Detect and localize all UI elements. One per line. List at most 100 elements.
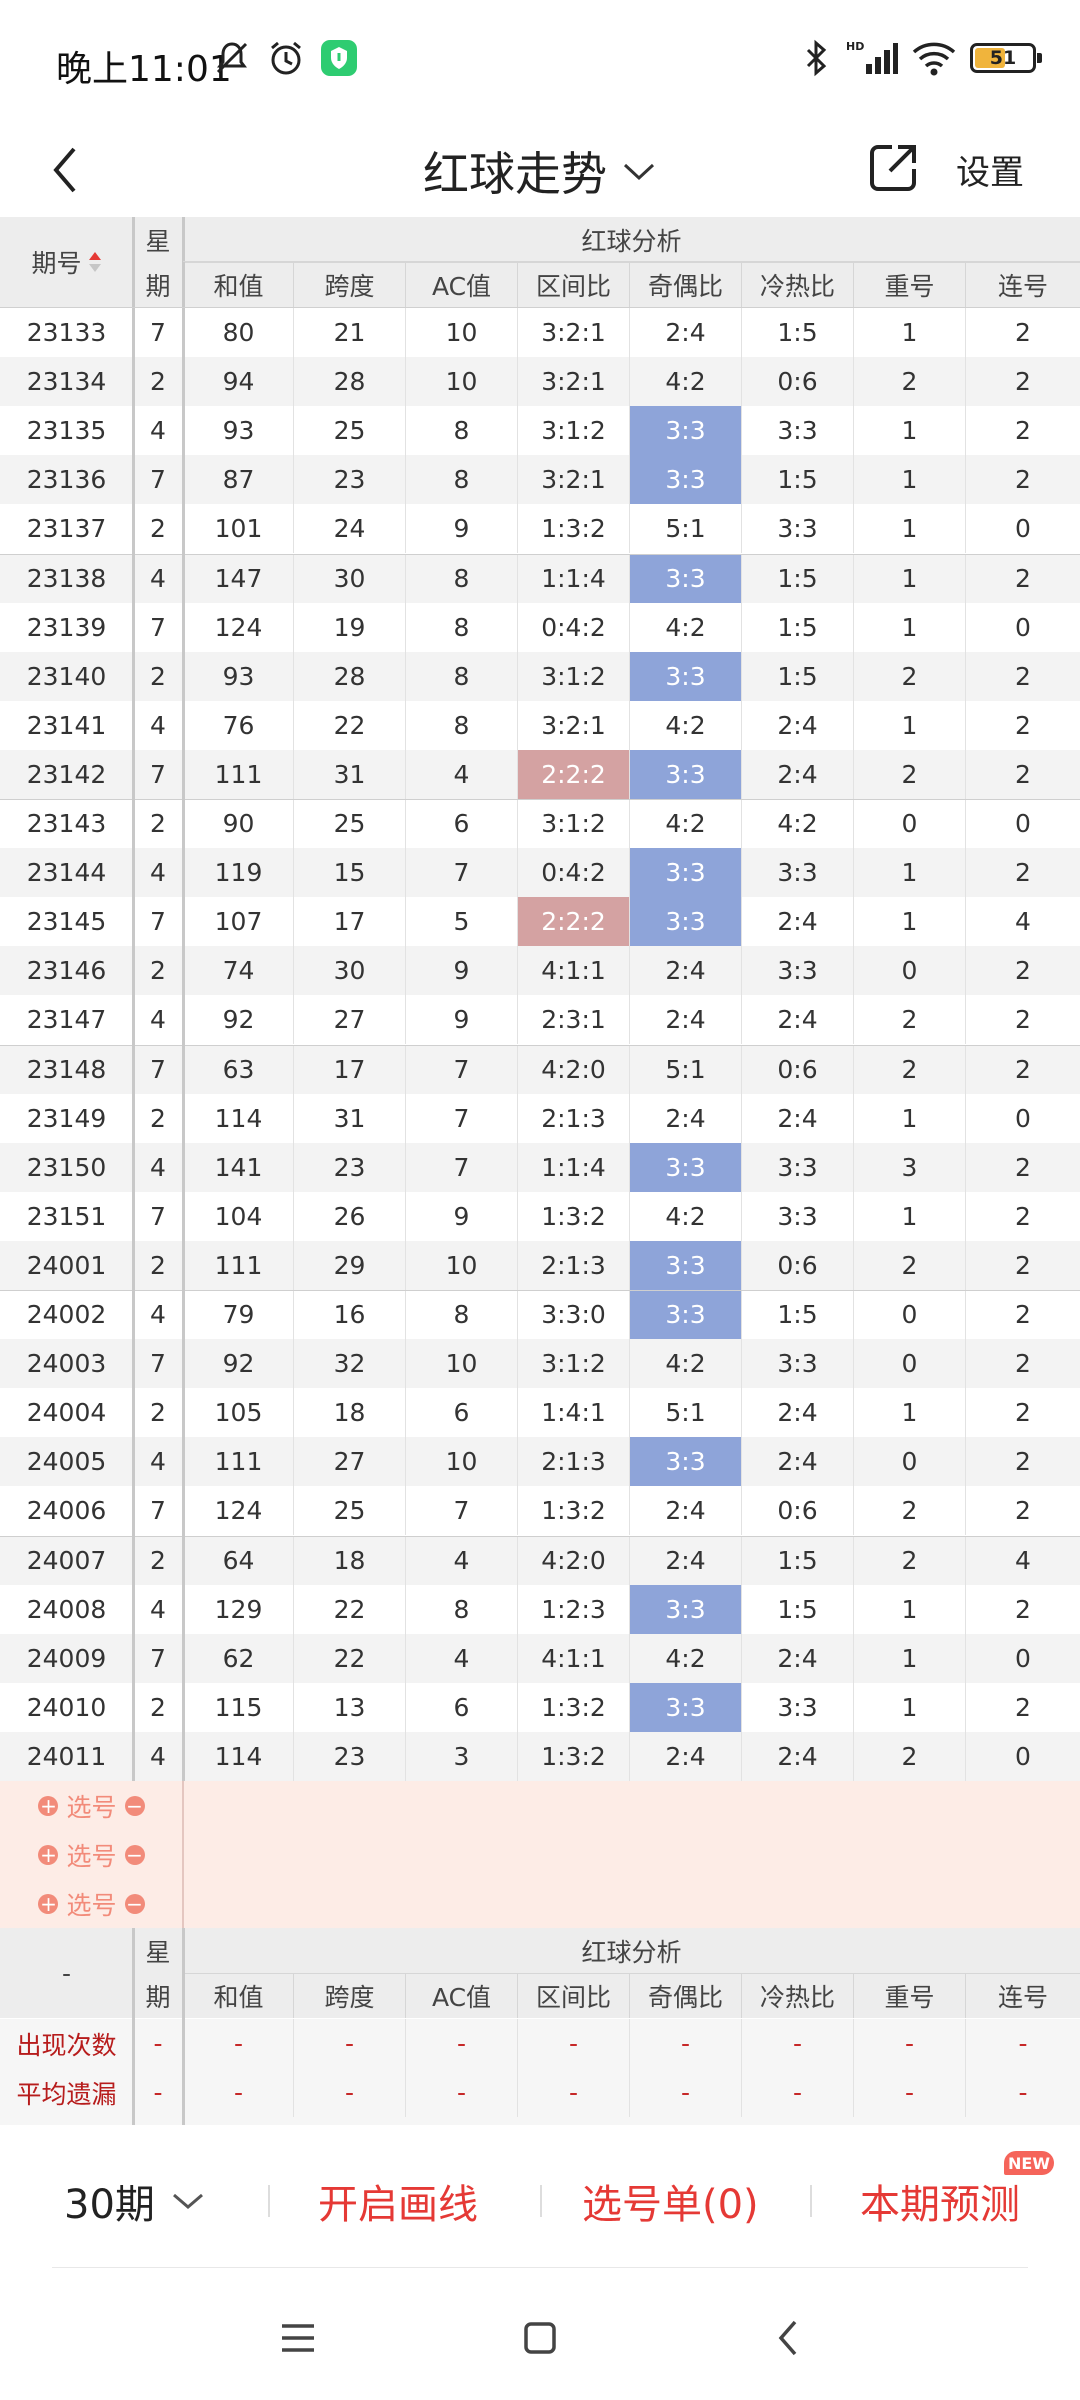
back-button[interactable] [30,135,100,205]
stat-value: - [293,2068,405,2117]
value-cell: 3:2:1 [517,700,629,750]
title-dropdown[interactable]: 红球走势 [0,125,1080,217]
minus-icon[interactable]: − [124,1793,145,1818]
value-cell: 10 [405,1240,517,1290]
svg-text:HD: HD [846,40,864,53]
share-button[interactable] [860,133,926,203]
value-cell: 4:1:1 [517,1633,629,1683]
value-cell: 64 [183,1535,293,1585]
column-header: 重号 [853,1973,965,2018]
issue-cell: 24010 [0,1682,133,1732]
value-cell: 124 [183,1486,293,1536]
value-cell: 3:3 [629,651,741,701]
week-header-top: 星 [133,217,183,262]
stat-value: - [741,2019,853,2068]
value-cell: 2 [965,848,1080,898]
pick-row[interactable]: + 选号 − [0,1830,183,1879]
value-cell: 2 [853,357,965,407]
pick-row[interactable]: + 选号 − [0,1879,183,1928]
value-cell: 3:3 [629,1437,741,1487]
value-cell: 4:2 [629,1191,741,1241]
value-cell: 1 [853,553,965,603]
value-cell: 1:3:2 [517,1191,629,1241]
stat-value: - [629,2019,741,2068]
value-cell: 4:2 [629,357,741,407]
value-cell: 2:4 [741,1388,853,1438]
week-cell: 4 [133,848,183,898]
value-cell: 17 [293,1044,405,1094]
stat-value: - [853,2068,965,2117]
week-cell: 4 [133,1584,183,1634]
plus-icon[interactable]: + [38,1793,59,1818]
value-cell: 7 [405,1044,517,1094]
value-cell: 2:4 [629,995,741,1045]
value-cell: 10 [405,308,517,358]
value-cell: 5:1 [629,504,741,554]
value-cell: 3 [405,1731,517,1781]
issue-header-label: 期号 [31,249,82,278]
value-cell: 2:4 [741,995,853,1045]
status-time: 晚上11:01 [56,49,232,90]
grid-line [183,261,1080,262]
value-cell: 2 [853,651,965,701]
value-cell: 0:6 [741,1486,853,1536]
value-cell: 3:1:2 [517,406,629,456]
period-selector[interactable]: 30期 [64,2133,205,2268]
plus-icon[interactable]: + [38,1842,59,1867]
value-cell: 23 [293,1731,405,1781]
issue-cell: 23140 [0,651,133,701]
system-back-button[interactable] [758,2308,818,2368]
column-header: 连号 [965,262,1080,307]
week-cell: 4 [133,553,183,603]
home-button[interactable] [510,2308,570,2368]
settings-button[interactable]: 设置 [956,153,1024,193]
value-cell: 6 [405,1682,517,1732]
value-cell: 147 [183,553,293,603]
week-cell: 4 [133,1437,183,1487]
value-cell: 1:1:4 [517,553,629,603]
week-cell: 2 [133,1388,183,1438]
value-cell: 111 [183,1240,293,1290]
value-cell: 25 [293,1486,405,1536]
value-cell: 3:3 [741,848,853,898]
top-nav: 红球走势 设置 [0,125,1080,217]
value-cell: 19 [293,602,405,652]
week-cell: 7 [133,749,183,799]
week-cell: 4 [133,406,183,456]
menu-button[interactable] [268,2308,328,2368]
plus-icon[interactable]: + [38,1891,59,1916]
issue-cell: 24007 [0,1535,133,1585]
value-cell: 2 [965,308,1080,358]
bottom-divider [52,2267,1028,2268]
issue-header[interactable]: 期号 [0,217,133,307]
value-cell: 3:3 [629,553,741,603]
value-cell: 10 [405,357,517,407]
value-cell: 7 [405,1093,517,1143]
pick-list-button[interactable]: 选号单(0) [582,2181,759,2228]
value-cell: 8 [405,602,517,652]
value-cell: 7 [405,848,517,898]
pick-row[interactable]: + 选号 − [0,1781,183,1830]
value-cell: 25 [293,406,405,456]
draw-lines-button[interactable]: 开启画线 [318,2181,478,2228]
value-cell: 2:4 [629,1486,741,1536]
value-cell: 1:2:3 [517,1584,629,1634]
week-cell: 2 [133,1682,183,1732]
bluetooth-icon [806,39,827,77]
grid-line [182,217,185,1781]
value-cell: 3:3 [741,504,853,554]
value-cell: 2:4 [741,700,853,750]
minus-icon[interactable]: − [124,1842,145,1867]
value-cell: 3:2:1 [517,308,629,358]
predict-button[interactable]: 本期预测 [860,2181,1020,2228]
back-arrow-icon [53,147,76,193]
value-cell: 4:1:1 [517,946,629,996]
value-cell: 8 [405,553,517,603]
value-cell: 26 [293,1191,405,1241]
minus-icon[interactable]: − [124,1891,145,1916]
value-cell: 8 [405,700,517,750]
issue-cell: 23137 [0,504,133,554]
value-cell: 4 [965,1535,1080,1585]
value-cell: 4:2 [741,799,853,849]
alarm-icon [271,41,301,75]
